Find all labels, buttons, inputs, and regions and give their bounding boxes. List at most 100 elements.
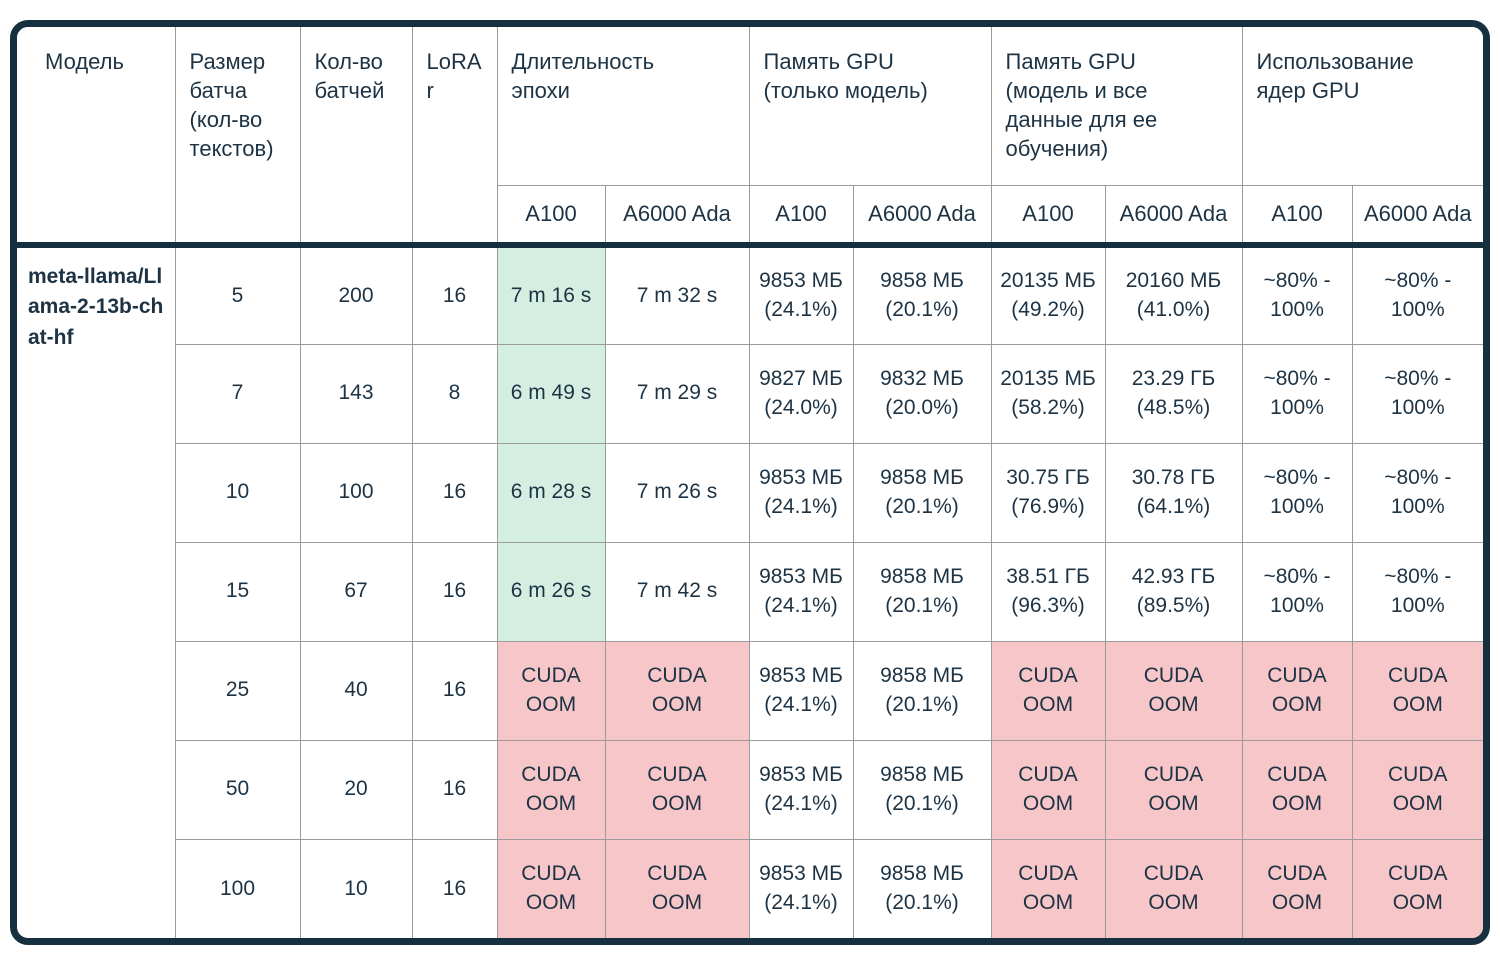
cell-duration-a6000: 7 m 29 s [604, 343, 750, 444]
cell-duration-a100: CUDA OOM [496, 739, 606, 840]
cell-usage-a100: ~80% - 100% [1241, 442, 1353, 543]
cell-mem-all-a6000: CUDA OOM [1104, 838, 1243, 938]
cell-batch-count: 20 [299, 739, 413, 840]
subheader-duration-a100: A100 [497, 184, 606, 248]
subheader-mem-all-a100: A100 [990, 184, 1106, 248]
subheader-usage-a100: A100 [1241, 184, 1353, 248]
cell-mem-model-a100: 9853 МБ (24.1%) [748, 838, 854, 938]
cell-mem-all-a6000: CUDA OOM [1104, 739, 1243, 840]
cell-mem-model-a100: 9853 МБ (24.1%) [748, 541, 854, 642]
cell-mem-all-a6000: 42.93 ГБ (89.5%) [1104, 541, 1243, 642]
cell-usage-a100: ~80% - 100% [1241, 244, 1353, 345]
cell-lora-r: 16 [411, 442, 498, 543]
cell-mem-model-a100: 9853 МБ (24.1%) [748, 739, 854, 840]
cell-batch-count: 67 [299, 541, 413, 642]
cell-mem-all-a100: CUDA OOM [990, 739, 1106, 840]
cell-duration-a100: CUDA OOM [496, 838, 606, 938]
col-header-batch-size: Размер батча (кол-во текстов) [174, 27, 301, 248]
header-row-gpus: A100 A6000 Ada A100 A6000 Ada A100 A6000… [17, 184, 1484, 248]
cell-batch-count: 10 [299, 838, 413, 938]
cell-duration-a6000: 7 m 26 s [604, 442, 750, 543]
table-row: 7 143 8 6 m 49 s 7 m 29 s 9827 МБ (24.0%… [17, 343, 1484, 444]
col-header-batch-count: Кол-во батчей [299, 27, 413, 248]
cell-mem-model-a100: 9827 МБ (24.0%) [748, 343, 854, 444]
cell-mem-all-a6000: 30.78 ГБ (64.1%) [1104, 442, 1243, 543]
cell-mem-model-a6000: 9858 МБ (20.1%) [852, 541, 992, 642]
cell-duration-a6000: 7 m 42 s [604, 541, 750, 642]
cell-mem-all-a100: 20135 МБ (49.2%) [990, 244, 1106, 345]
cell-lora-r: 16 [411, 244, 498, 345]
cell-mem-model-a6000: 9858 МБ (20.1%) [852, 739, 992, 840]
cell-duration-a6000: CUDA OOM [604, 739, 750, 840]
cell-mem-all-a6000: 23.29 ГБ (48.5%) [1104, 343, 1243, 444]
table-row: 50 20 16 CUDA OOM CUDA OOM 9853 МБ (24.1… [17, 739, 1484, 840]
table-row: 100 10 16 CUDA OOM CUDA OOM 9853 МБ (24.… [17, 838, 1484, 938]
cell-mem-all-a6000: CUDA OOM [1104, 640, 1243, 741]
cell-lora-r: 16 [411, 838, 498, 938]
table-row: 10 100 16 6 m 28 s 7 m 26 s 9853 МБ (24.… [17, 442, 1484, 543]
cell-usage-a6000: ~80% - 100% [1351, 343, 1484, 444]
header-row-groups: Модель Размер батча (кол-во текстов) Кол… [17, 27, 1484, 248]
cell-batch-size: 15 [175, 541, 301, 642]
cell-mem-model-a100: 9853 МБ (24.1%) [748, 442, 854, 543]
cell-usage-a100: CUDA OOM [1241, 838, 1353, 938]
cell-mem-model-a100: 9853 МБ (24.1%) [748, 244, 854, 345]
cell-batch-count: 40 [299, 640, 413, 741]
cell-usage-a6000: CUDA OOM [1351, 640, 1484, 741]
benchmark-table-frame: Модель Размер батча (кол-во текстов) Кол… [10, 20, 1491, 945]
cell-usage-a6000: ~80% - 100% [1351, 541, 1484, 642]
cell-mem-all-a100: 30.75 ГБ (76.9%) [990, 442, 1106, 543]
cell-duration-a6000: CUDA OOM [604, 640, 750, 741]
subheader-mem-model-a6000: A6000 Ada [852, 184, 992, 248]
cell-lora-r: 16 [411, 541, 498, 642]
cell-usage-a100: CUDA OOM [1241, 640, 1353, 741]
cell-duration-a100: 6 m 49 s [496, 343, 606, 444]
cell-duration-a100: 6 m 28 s [496, 442, 606, 543]
cell-usage-a100: CUDA OOM [1241, 739, 1353, 840]
cell-usage-a6000: CUDA OOM [1351, 838, 1484, 938]
cell-batch-count: 143 [299, 343, 413, 444]
cell-mem-all-a100: 38.51 ГБ (96.3%) [990, 541, 1106, 642]
cell-mem-all-a100: 20135 МБ (58.2%) [990, 343, 1106, 444]
cell-mem-all-a100: CUDA OOM [990, 838, 1106, 938]
subheader-duration-a6000: A6000 Ada [604, 184, 750, 248]
subheader-usage-a6000: A6000 Ada [1351, 184, 1484, 248]
cell-usage-a6000: ~80% - 100% [1351, 442, 1484, 543]
cell-lora-r: 16 [411, 739, 498, 840]
subheader-mem-all-a6000: A6000 Ada [1104, 184, 1243, 248]
cell-batch-size: 10 [175, 442, 301, 543]
cell-duration-a100: CUDA OOM [496, 640, 606, 741]
benchmark-table: Модель Размер батча (кол-во текстов) Кол… [17, 27, 1484, 938]
table-row: 25 40 16 CUDA OOM CUDA OOM 9853 МБ (24.1… [17, 640, 1484, 741]
table-row: 15 67 16 6 m 26 s 7 m 42 s 9853 МБ (24.1… [17, 541, 1484, 642]
cell-batch-count: 200 [299, 244, 413, 345]
cell-mem-model-a6000: 9832 МБ (20.0%) [852, 343, 992, 444]
table-row: meta-llama/Llama-2-13b-chat-hf 5 200 16 … [17, 244, 1484, 938]
cell-batch-size: 25 [175, 640, 301, 741]
cell-mem-model-a100: 9853 МБ (24.1%) [748, 640, 854, 741]
cell-duration-a100: 7 m 16 s [496, 244, 606, 345]
col-header-lora-r: LoRA r [411, 27, 498, 248]
cell-lora-r: 8 [411, 343, 498, 444]
cell-mem-model-a6000: 9858 МБ (20.1%) [852, 640, 992, 741]
group-header-memory-model-only: Память GPU (только модель) [748, 27, 992, 186]
cell-usage-a100: ~80% - 100% [1241, 541, 1353, 642]
subheader-mem-model-a100: A100 [748, 184, 854, 248]
cell-duration-a100: 6 m 26 s [496, 541, 606, 642]
cell-duration-a6000: CUDA OOM [604, 838, 750, 938]
cell-mem-model-a6000: 9858 МБ (20.1%) [852, 244, 992, 345]
cell-batch-size: 7 [175, 343, 301, 444]
cell-batch-size: 100 [175, 838, 301, 938]
cell-batch-count: 100 [299, 442, 413, 543]
group-header-gpu-core-usage: Использование ядер GPU [1241, 27, 1484, 186]
cell-mem-model-a6000: 9858 МБ (20.1%) [852, 838, 992, 938]
cell-mem-model-a6000: 9858 МБ (20.1%) [852, 442, 992, 543]
cell-batch-size: 5 [174, 244, 301, 345]
col-header-model: Модель [17, 27, 176, 248]
group-header-epoch-duration: Длительность эпохи [496, 27, 750, 186]
cell-duration-a6000: 7 m 32 s [604, 244, 750, 345]
cell-lora-r: 16 [411, 640, 498, 741]
cell-usage-a6000: ~80% - 100% [1351, 244, 1484, 345]
cell-mem-all-a100: CUDA OOM [990, 640, 1106, 741]
cell-usage-a100: ~80% - 100% [1241, 343, 1353, 444]
